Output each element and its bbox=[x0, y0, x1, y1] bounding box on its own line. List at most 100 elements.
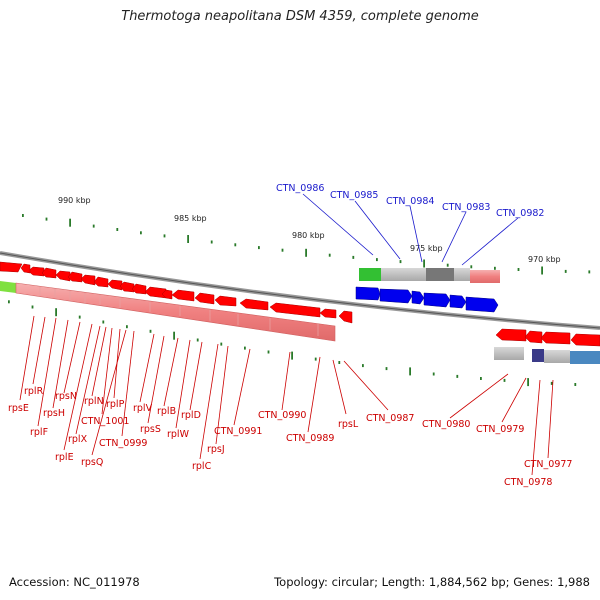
genome-backbone bbox=[0, 251, 600, 330]
ruler-minor-tick bbox=[45, 217, 48, 221]
ruler-minor-tick bbox=[281, 248, 284, 252]
label-ctn-0983: CTN_0983 bbox=[442, 202, 490, 213]
ruler-minor-tick bbox=[22, 214, 24, 217]
ruler-ticks bbox=[8, 214, 591, 387]
ruler-label-980: 980 kbp bbox=[292, 231, 325, 240]
ruler-minor-tick bbox=[456, 374, 459, 378]
ruler-label-970: 970 kbp bbox=[528, 255, 561, 264]
label-ctn-0982: CTN_0982 bbox=[496, 208, 544, 219]
red-gene-labels: rpsE rplR rplF rpsH rpsN rplE rplX rplN … bbox=[8, 386, 572, 488]
blue-gene-labels: CTN_0986 CTN_0985 CTN_0984 CTN_0983 CTN_… bbox=[276, 183, 544, 219]
label-ctn-0999: CTN_0999 bbox=[99, 438, 147, 449]
ruler-minor-tick bbox=[503, 378, 506, 382]
label-rpln: rplN bbox=[84, 396, 104, 407]
label-rpsh: rpsH bbox=[43, 408, 65, 419]
left-gene-track bbox=[0, 261, 353, 324]
label-ctn-0990: CTN_0990 bbox=[258, 410, 306, 421]
ruler-minor-tick bbox=[480, 377, 482, 380]
ruler-labels: 990 kbp 985 kbp 980 kbp 975 kbp 970 kbp bbox=[58, 196, 561, 264]
ruler-minor-tick bbox=[328, 253, 331, 257]
map-title: Thermotoga neapolitana DSM 4359, complet… bbox=[121, 9, 479, 24]
ruler-minor-tick bbox=[126, 325, 128, 329]
label-rpss: rpsS bbox=[140, 424, 161, 435]
label-rplb: rplB bbox=[157, 406, 176, 417]
ruler-minor-tick bbox=[220, 342, 223, 346]
label-ctn-0989: CTN_0989 bbox=[286, 433, 334, 444]
label-ctn-0978: CTN_0978 bbox=[504, 477, 552, 488]
ruler-minor-tick bbox=[102, 320, 105, 324]
ruler-minor-tick bbox=[376, 258, 378, 262]
ruler-minor-tick bbox=[267, 350, 270, 354]
ruler-major-tick bbox=[541, 266, 543, 275]
middle-gene-track bbox=[355, 286, 499, 313]
blue-leader-lines bbox=[302, 193, 519, 266]
ruler-minor-tick bbox=[399, 260, 402, 264]
left-green-block bbox=[0, 281, 16, 293]
label-ctn-0987: CTN_0987 bbox=[366, 413, 414, 424]
label-ctn-0980: CTN_0980 bbox=[422, 419, 470, 430]
ruler-minor-tick bbox=[234, 243, 237, 247]
middle-feature-track bbox=[359, 268, 500, 283]
label-rplp: rplP bbox=[106, 399, 125, 410]
ruler-minor-tick bbox=[564, 269, 567, 273]
ruler-minor-tick bbox=[78, 315, 81, 319]
ruler-minor-tick bbox=[432, 372, 435, 376]
label-rpse: rpsE bbox=[8, 403, 29, 414]
ruler-minor-tick bbox=[338, 361, 341, 364]
label-rpld: rplD bbox=[181, 410, 201, 421]
ruler-minor-tick bbox=[140, 231, 142, 235]
ruler-major-tick bbox=[423, 259, 425, 268]
label-rpsq: rpsQ bbox=[81, 457, 103, 468]
ruler-major-tick bbox=[305, 248, 307, 257]
ruler-minor-tick bbox=[385, 367, 388, 371]
left-cds-dividers bbox=[39, 287, 319, 336]
ruler-minor-tick bbox=[8, 300, 10, 304]
label-rplf: rplF bbox=[30, 427, 48, 438]
ruler-minor-tick bbox=[258, 246, 260, 250]
ruler-minor-tick bbox=[244, 346, 246, 350]
label-ctn-0985: CTN_0985 bbox=[330, 190, 378, 201]
ruler-minor-tick bbox=[116, 228, 119, 231]
label-rple: rplE bbox=[55, 452, 74, 463]
label-rplr: rplR bbox=[24, 386, 44, 397]
ruler-minor-tick bbox=[362, 364, 364, 368]
label-ctn-1001: CTN_1001 bbox=[81, 416, 129, 427]
ruler-label-990: 990 kbp bbox=[58, 196, 91, 205]
ruler-minor-tick bbox=[314, 357, 317, 361]
ruler-major-tick bbox=[173, 331, 175, 340]
ruler-minor-tick bbox=[550, 381, 553, 385]
ruler-major-tick bbox=[69, 218, 71, 227]
ruler-major-tick bbox=[187, 235, 189, 243]
label-ctn-0979: CTN_0979 bbox=[476, 424, 524, 435]
ruler-minor-tick bbox=[446, 263, 449, 267]
ruler-minor-tick bbox=[470, 265, 473, 269]
ruler-minor-tick bbox=[31, 305, 34, 309]
genome-summary-text: Topology: circular; Length: 1,884,562 bp… bbox=[274, 575, 590, 589]
label-ctn-0977: CTN_0977 bbox=[524, 459, 572, 470]
ruler-label-975: 975 kbp bbox=[410, 244, 443, 253]
label-rplv: rplV bbox=[133, 403, 153, 414]
ruler-minor-tick bbox=[494, 266, 496, 270]
ruler-label-985: 985 kbp bbox=[174, 214, 207, 223]
ruler-minor-tick bbox=[517, 268, 520, 271]
ruler-major-tick bbox=[527, 378, 529, 387]
label-rpsj: rpsJ bbox=[207, 444, 225, 455]
ruler-minor-tick bbox=[574, 383, 577, 386]
label-rpsn: rpsN bbox=[55, 391, 77, 402]
red-leader-lines bbox=[19, 315, 554, 476]
label-rpsl: rpsL bbox=[338, 419, 359, 430]
right-feature-track bbox=[494, 347, 600, 364]
ruler-minor-tick bbox=[352, 255, 355, 259]
ruler-major-tick bbox=[55, 308, 57, 317]
ruler-minor-tick bbox=[163, 234, 166, 238]
label-ctn-0986: CTN_0986 bbox=[276, 183, 324, 194]
ruler-major-tick bbox=[291, 351, 293, 360]
ruler-minor-tick bbox=[210, 240, 213, 244]
ruler-minor-tick bbox=[149, 329, 152, 333]
ruler-minor-tick bbox=[92, 224, 95, 228]
label-rplw: rplW bbox=[167, 429, 190, 440]
label-ctn-0984: CTN_0984 bbox=[386, 196, 434, 207]
label-rplc: rplC bbox=[192, 461, 212, 472]
accession-text: Accession: NC_011978 bbox=[9, 575, 140, 589]
ruler-minor-tick bbox=[588, 270, 591, 274]
